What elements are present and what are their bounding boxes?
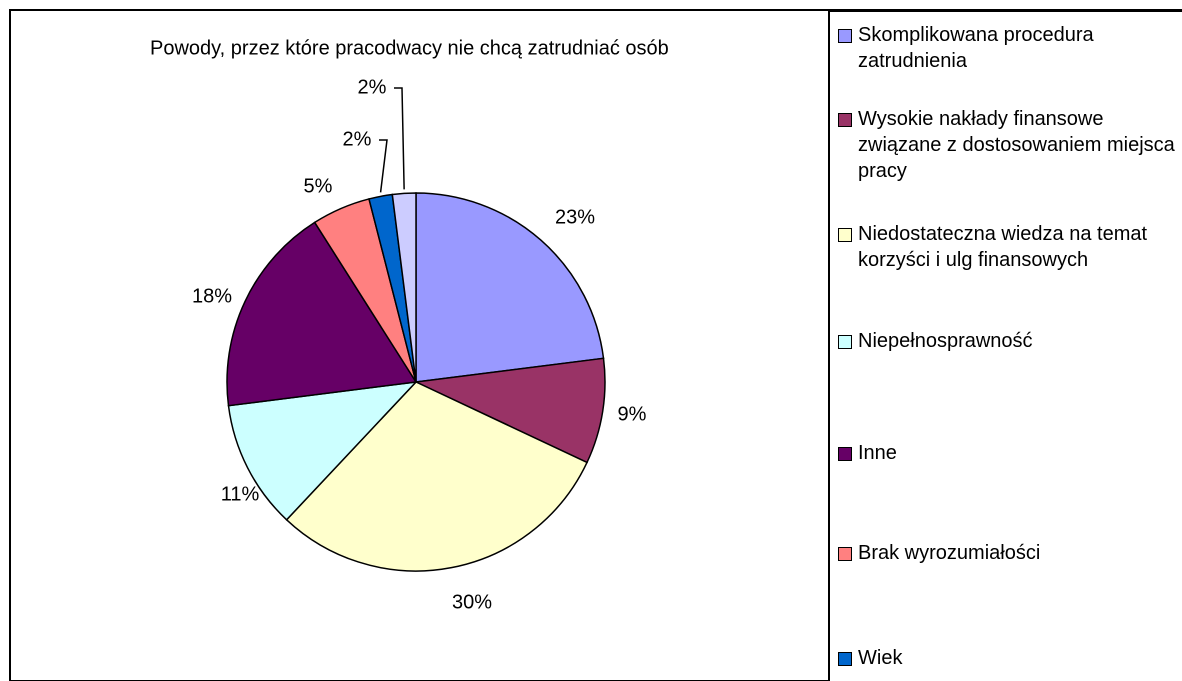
legend-entry: Inne bbox=[838, 440, 1178, 466]
legend-entry: Niedostateczna wiedza na temat korzyści … bbox=[838, 221, 1178, 273]
leader-line bbox=[379, 139, 388, 193]
legend-entry: Niepełnosprawność bbox=[838, 328, 1178, 354]
legend-label: Skomplikowana procedura zatrudnienia bbox=[858, 24, 1094, 72]
legend-swatch bbox=[838, 113, 852, 127]
leader-line bbox=[394, 87, 405, 190]
legend-entry: Skomplikowana procedura zatrudnienia bbox=[838, 22, 1178, 74]
legend-entry: Wiek bbox=[838, 645, 1178, 671]
legend-swatch bbox=[838, 652, 852, 666]
data-label: 5% bbox=[304, 175, 333, 197]
legend-swatch bbox=[838, 29, 852, 43]
legend-swatch bbox=[838, 335, 852, 349]
legend-label: Brak wyrozumiałości bbox=[858, 542, 1041, 564]
chart-title: Powody, przez które pracodwacy nie chcą … bbox=[150, 37, 669, 59]
data-label: 30% bbox=[452, 591, 492, 613]
legend-label: Inne bbox=[858, 442, 897, 464]
legend-entry: Wysokie nakłady finansowe związane z dos… bbox=[838, 106, 1178, 184]
legend-label: Wiek bbox=[858, 647, 903, 669]
legend-label: Wysokie nakłady finansowe związane z dos… bbox=[858, 108, 1175, 182]
pie-slice bbox=[413, 357, 606, 464]
data-label: 2% bbox=[358, 76, 387, 98]
pie-slice bbox=[226, 221, 418, 407]
data-label: 18% bbox=[192, 285, 232, 307]
legend-swatch bbox=[838, 228, 852, 242]
pie-slice bbox=[285, 381, 589, 572]
legend-label: Niepełnosprawność bbox=[858, 330, 1033, 352]
data-label: 9% bbox=[618, 403, 647, 425]
data-label: 11% bbox=[221, 483, 260, 505]
data-label: 2% bbox=[343, 128, 372, 150]
pie-slice bbox=[415, 192, 605, 383]
legend-label: Niedostateczna wiedza na temat korzyści … bbox=[858, 223, 1148, 271]
legend-entry: Brak wyrozumiałości bbox=[838, 540, 1178, 566]
data-label: 23% bbox=[555, 206, 595, 228]
pie-slice bbox=[391, 192, 417, 383]
legend-swatch bbox=[838, 547, 852, 561]
legend-swatch bbox=[838, 447, 852, 461]
pie-slice bbox=[227, 380, 418, 521]
legend: Skomplikowana procedura zatrudnienia Wyso… bbox=[828, 10, 1182, 681]
